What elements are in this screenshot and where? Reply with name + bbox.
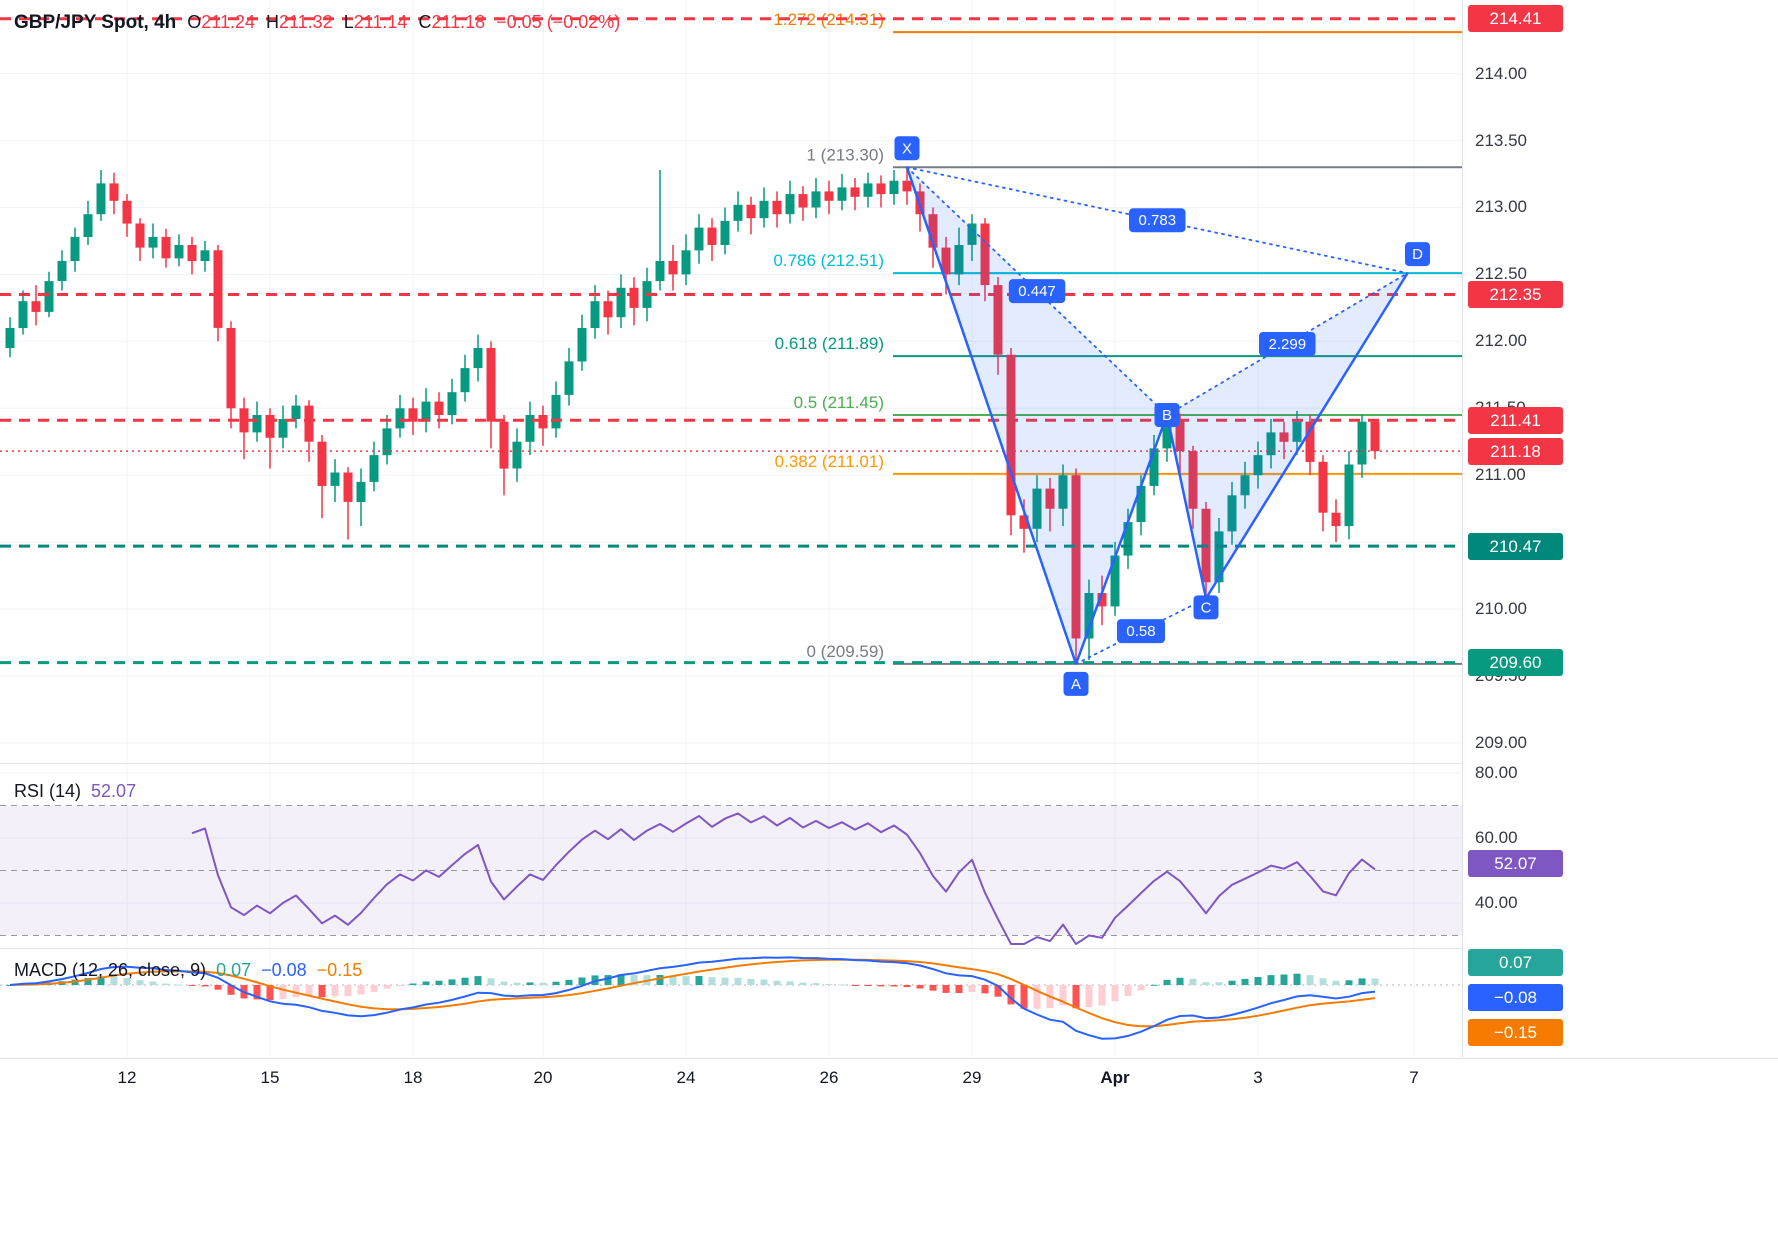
price-tick-label: 213.00 [1475,197,1527,216]
close-value: 211.18 [431,12,486,32]
time-tick-label: 12 [117,1068,137,1087]
svg-text:0.447: 0.447 [1018,283,1056,300]
macd-value-badge: −0.08 [1468,984,1563,1011]
svg-text:B: B [1162,407,1172,424]
time-tick-label: 24 [676,1068,696,1087]
pane-separator-rsi[interactable] [0,763,1566,764]
macd-hist-value: 0.07 [216,960,252,980]
fib-label: 0 (209.59) [807,642,885,661]
price-tick-label: 210.00 [1475,599,1527,618]
macd-title[interactable]: MACD (12, 26, close, 9) [14,960,207,980]
pane-separator-macd[interactable] [0,948,1566,949]
time-tick-label: 7 [1409,1068,1419,1087]
price-level-badge: 214.41 [1468,5,1563,32]
fib-label: 0.618 (211.89) [775,334,884,353]
rsi-line [191,812,1376,945]
rsi-tick-label: 80.00 [1475,763,1518,782]
price-tick-label: 212.00 [1475,331,1527,350]
change-value: −0.05 (−0.02%) [496,12,621,32]
macd-pane[interactable] [0,948,1462,1058]
time-tick-label: 18 [403,1068,423,1087]
time-tick-label: 20 [533,1068,553,1087]
fib-label: 0.786 (212.51) [773,251,884,270]
open-value: 211.24 [201,12,255,32]
price-tick-label: 213.50 [1475,131,1527,150]
svg-text:C: C [1201,599,1212,616]
svg-text:D: D [1412,246,1423,263]
rsi-tick-label: 60.00 [1475,828,1518,847]
svg-text:X: X [902,140,912,157]
fib-label: 0.5 (211.45) [794,393,884,412]
macd-signal-line [9,958,1376,1028]
pattern-badge [1154,403,1180,427]
pattern-badge [894,136,920,161]
pattern-badge [1193,595,1219,620]
svg-text:A: A [1071,676,1081,693]
fib-label: 1.272 (214.31) [773,10,884,29]
price-level-badge: 209.60 [1468,649,1563,676]
r​si-value: 52.07 [91,781,137,801]
rsi-pane[interactable] [0,763,1462,948]
time-scale[interactable]: 12 15 18 20 24 26 29 Apr 3 7 [0,1058,1778,1099]
fib-label: 1 (213.30) [807,145,885,164]
close-label: C [418,12,432,32]
pattern-badge [1405,242,1430,267]
rsi-tick-label: 40.00 [1475,893,1518,912]
pattern-badge [1259,332,1316,356]
time-tick-label: 29 [962,1068,982,1087]
price-tick-label: 212.50 [1475,264,1527,283]
rsi-legend: RSI (14) 52.07 [14,781,136,802]
price-level-badge: 212.35 [1468,281,1563,308]
pattern-badge [1008,279,1066,304]
time-tick-label: 15 [260,1068,280,1087]
macd-line [9,956,1376,1040]
price-scale[interactable]: 214.00213.50213.00212.50212.00211.50211.… [1462,0,1778,1095]
price-tick-label: 211.00 [1475,465,1526,484]
high-label: H [265,12,279,32]
pattern-badge [1117,619,1165,644]
price-tick-label: 214.00 [1475,64,1527,83]
macd-signal-value: −0.15 [316,960,363,980]
fib-label: 0.382 (211.01) [775,452,884,471]
svg-text:0.783: 0.783 [1139,212,1177,229]
symbol-title[interactable]: GBP/JPY Spot, 4h [14,12,177,33]
rsi-value-badge: 52.07 [1468,850,1563,877]
price-level-badge: 211.18 [1468,438,1563,465]
low-value: 211.14 [353,12,408,32]
high-value: 211.32 [278,12,333,32]
macd-line-value: −0.08 [261,960,307,980]
symbol-legend: GBP/JPY Spot, 4h O 211.24 H 211.32 L 211.14… [14,12,620,34]
time-tick-label: 3 [1253,1068,1263,1087]
macd-legend: MACD (12, 26, close, 9) 0.07 −0.08 −0.15 [14,960,362,981]
low-label: L [343,12,354,32]
price-level-badge: 210.47 [1468,533,1563,560]
price-level-badge: 211.41 [1468,407,1563,434]
time-tick-label: Apr [1100,1068,1130,1087]
pattern-badge [1129,208,1186,233]
svg-text:0.58: 0.58 [1126,623,1155,640]
svg-text:2.299: 2.299 [1269,336,1307,353]
pattern-badge [1063,671,1089,696]
main-price-pane[interactable]: 1.272 (214.31) 1 (213.30) 0.786 (212.51) 0.… [0,0,1462,763]
price-tick-label: 209.00 [1475,733,1527,752]
time-tick-label: 26 [819,1068,839,1087]
open-label: O [187,12,202,32]
macd-value-badge: −0.15 [1468,1019,1563,1046]
rsi-title[interactable]: RSI (14) [14,781,82,801]
macd-value-badge: 0.07 [1468,949,1563,976]
